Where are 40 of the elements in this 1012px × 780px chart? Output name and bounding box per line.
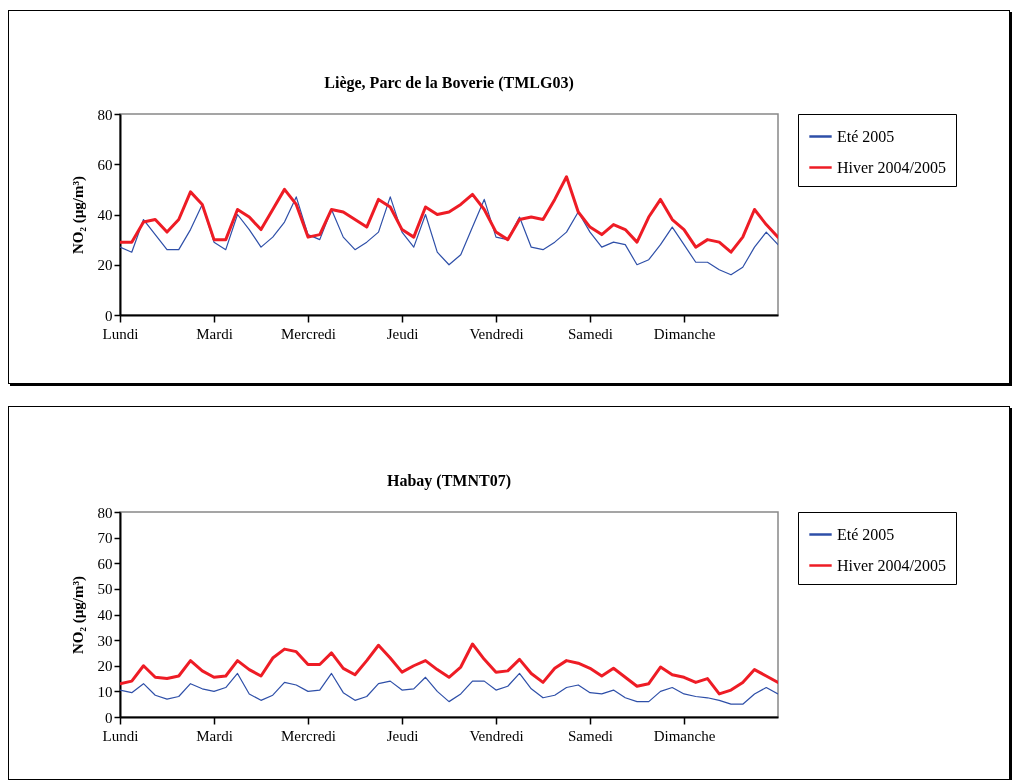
legend-label: Hiver 2004/2005 bbox=[837, 556, 946, 574]
chart-title: Liège, Parc de la Boverie (TMLG03) bbox=[324, 74, 574, 92]
x-tick-label: Lundi bbox=[102, 727, 139, 744]
y-axis-title: NO₂ (µg/m³) bbox=[69, 175, 87, 255]
x-tick-label: Jeudi bbox=[386, 325, 419, 342]
y-tick-label: 80 bbox=[97, 504, 113, 521]
x-tick-label: Mercredi bbox=[281, 727, 336, 744]
x-tick-label: Vendredi bbox=[469, 325, 524, 342]
y-tick-label: 10 bbox=[97, 683, 113, 700]
x-tick-label: Dimanche bbox=[653, 727, 716, 744]
legend-label: Eté 2005 bbox=[837, 525, 895, 543]
y-tick-label: 0 bbox=[105, 307, 113, 324]
line-series bbox=[120, 196, 778, 276]
y-tick-label: 40 bbox=[97, 207, 113, 223]
y-tick-label: 40 bbox=[97, 607, 113, 623]
line-series bbox=[120, 642, 778, 696]
y-tick-label: 50 bbox=[97, 581, 113, 598]
y-tick-label: 30 bbox=[97, 632, 113, 649]
y-tick-label: 60 bbox=[97, 156, 113, 173]
x-tick-label: Vendredi bbox=[469, 727, 524, 744]
x-tick-label: Mardi bbox=[196, 727, 233, 744]
x-tick-label: Dimanche bbox=[653, 325, 716, 342]
y-axis-title: NO₂ (µg/m³) bbox=[69, 575, 87, 655]
legend-label: Hiver 2004/2005 bbox=[837, 158, 946, 176]
y-tick-label: 20 bbox=[97, 658, 113, 675]
x-tick-label: Lundi bbox=[102, 325, 139, 342]
chart-title: Habay (TMNT07) bbox=[387, 472, 511, 490]
y-tick-label: 20 bbox=[97, 257, 113, 274]
y-tick-label: 80 bbox=[97, 106, 113, 123]
line-series bbox=[120, 672, 778, 705]
y-tick-label: 60 bbox=[97, 555, 113, 572]
legend-label: Eté 2005 bbox=[837, 127, 895, 145]
x-tick-label: Mercredi bbox=[281, 325, 336, 342]
x-tick-label: Jeudi bbox=[386, 727, 419, 744]
y-tick-label: 70 bbox=[97, 530, 113, 547]
x-tick-label: Samedi bbox=[568, 325, 613, 342]
y-tick-label: 0 bbox=[105, 709, 113, 726]
x-tick-label: Samedi bbox=[568, 727, 613, 744]
x-tick-label: Mardi bbox=[196, 325, 233, 342]
line-series bbox=[120, 175, 778, 254]
